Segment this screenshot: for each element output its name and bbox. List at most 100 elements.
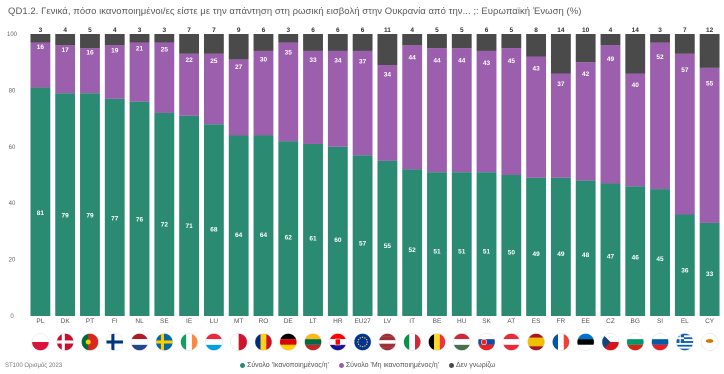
flag-band [676, 342, 694, 345]
flag-band [439, 333, 446, 351]
flag-band [304, 339, 322, 345]
category-label: SE [160, 318, 169, 325]
data-label: 4 [410, 27, 414, 34]
data-label: 22 [185, 57, 193, 64]
flag-border [676, 333, 694, 351]
flag-band [651, 339, 669, 345]
flag-icon [576, 333, 595, 351]
data-label: 14 [632, 27, 640, 34]
bar-segment-hr-2 [327, 34, 348, 51]
data-label: 81 [37, 210, 45, 217]
bar-segment-de-1 [278, 42, 299, 142]
flag-band [705, 339, 714, 343]
flag-icon [353, 333, 372, 351]
flag-star [366, 341, 368, 343]
flag-band [577, 333, 595, 340]
data-label: 37 [557, 81, 565, 88]
bar-segment-it-2 [402, 34, 423, 46]
flag-icon [155, 333, 174, 351]
bar-segment-ie-2 [179, 34, 200, 54]
flag-band [260, 333, 267, 351]
flag-band [601, 333, 619, 342]
data-label: 44 [433, 58, 441, 65]
flag-band [131, 344, 149, 351]
data-label: 60 [334, 237, 342, 244]
bar-segment-be-2 [427, 34, 447, 49]
flag-band [676, 335, 694, 338]
flag-stripes [205, 333, 223, 351]
bar-segment-nl-2 [129, 34, 150, 43]
category-label: HU [457, 318, 467, 325]
data-label: 71 [185, 223, 193, 230]
bar-segment-be-0 [427, 172, 447, 316]
data-label: 6 [336, 27, 340, 34]
flag-icon [527, 333, 545, 351]
bar-segment-lt-1 [303, 50, 323, 144]
flag-band [304, 344, 322, 351]
bar-segment-fi-2 [104, 34, 125, 46]
flag-stripes [131, 333, 149, 351]
flag-stripes [56, 333, 74, 351]
bar-segment-ee-1 [575, 62, 596, 181]
flag-star [365, 343, 368, 346]
bar-segment-eu27-1 [352, 50, 373, 156]
bar-segment-cz-1 [600, 45, 621, 184]
flag-band [577, 339, 595, 345]
data-label: 7 [187, 27, 191, 34]
flag-icon [502, 333, 521, 351]
bar-segment-cz-0 [600, 183, 621, 316]
flag-border [229, 333, 248, 351]
data-label: 68 [210, 227, 218, 234]
flag-band [279, 333, 297, 340]
flag-band [186, 333, 192, 351]
bar-segment-el-1 [674, 53, 695, 215]
flag-border [56, 333, 74, 351]
bar-segment-el-2 [674, 34, 695, 54]
data-label: 35 [285, 49, 293, 56]
bar-segment-fi-1 [104, 45, 125, 99]
data-label: 76 [136, 217, 144, 224]
flag-stripes [552, 333, 570, 351]
data-label: 3 [138, 27, 142, 34]
flag-border [353, 333, 372, 351]
data-label: 57 [359, 241, 367, 248]
flag-icon [254, 333, 273, 351]
data-label: 6 [361, 27, 365, 34]
flag-band [205, 333, 223, 340]
flag-band [378, 340, 396, 344]
bar-segment-hu-1 [451, 48, 472, 173]
data-label: 43 [532, 66, 540, 73]
data-label: 19 [111, 48, 119, 55]
bar-segment-fr-0 [550, 177, 571, 316]
flag-icon [601, 333, 620, 351]
bar-segment-ro-2 [253, 34, 274, 51]
data-label: 44 [409, 55, 417, 62]
bar-segment-eu27-0 [352, 155, 373, 316]
flag-band [676, 339, 694, 342]
flag-stripes [155, 333, 173, 351]
flag-band [279, 344, 297, 351]
flag-border [81, 333, 99, 351]
flag-band [329, 333, 347, 340]
bar-segment-lt-2 [303, 34, 323, 51]
data-label: 37 [359, 58, 367, 65]
flag-star [364, 337, 366, 339]
flag-border [552, 333, 570, 351]
bar-segment-nl-0 [129, 101, 150, 317]
data-label: 7 [212, 27, 216, 34]
data-label: 47 [607, 253, 615, 260]
flag-border [527, 333, 545, 351]
category-label: IE [186, 318, 193, 325]
data-label: 5 [510, 27, 514, 34]
flag-stripes [81, 333, 99, 351]
data-label: 34 [384, 72, 392, 79]
data-label: 3 [163, 27, 167, 34]
flag-band [676, 333, 694, 336]
bar-segment-hu-0 [451, 172, 472, 316]
bar-segment-ee-2 [575, 34, 596, 63]
flag-band [676, 337, 694, 340]
flag-icon [700, 333, 719, 351]
flag-icon [279, 333, 297, 351]
category-label: LV [384, 318, 392, 325]
flag-band [676, 341, 694, 343]
